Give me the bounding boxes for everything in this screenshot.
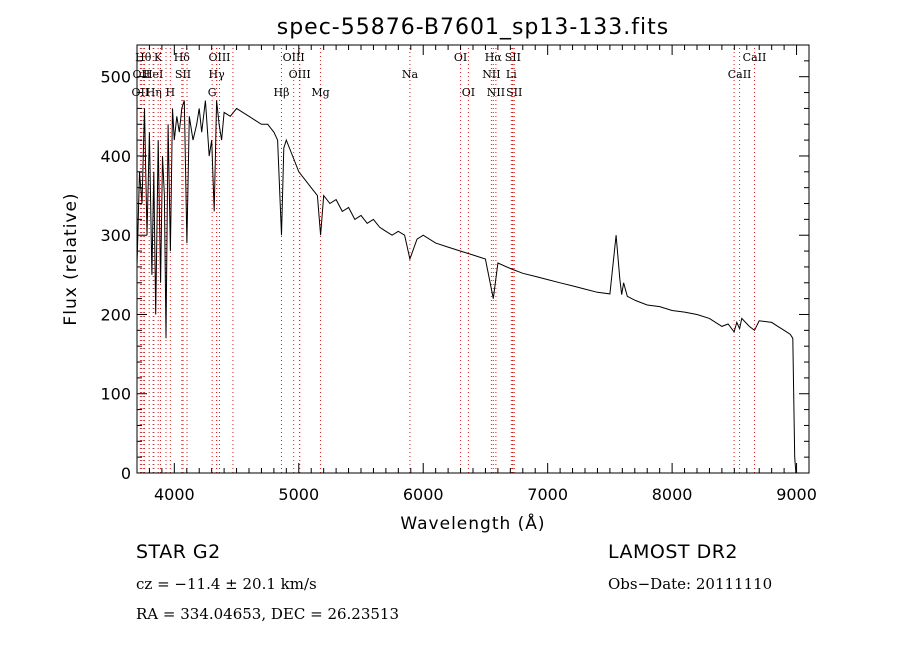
y-tick-label: 300 <box>100 226 131 245</box>
sky-coordinates: RA = 334.04653, DEC = 26.23513 <box>136 605 400 623</box>
x-axis-label: Wavelength (Å) <box>400 512 545 534</box>
x-tick-label: 4000 <box>154 485 195 504</box>
spectral-line-label: HeI <box>143 68 163 81</box>
spectral-line-label: Hα <box>485 51 503 64</box>
survey-name: LAMOST DR2 <box>608 541 738 563</box>
spectral-line-label: K <box>154 51 163 64</box>
spectral-line-label: Hγ <box>209 68 226 81</box>
y-tick-label: 400 <box>100 147 131 166</box>
y-tick-label: 0 <box>121 464 131 483</box>
spectral-line-label: Hθ <box>135 51 152 64</box>
observation-date: Obs−Date: 20111110 <box>608 575 773 593</box>
spectral-line-label: OIII <box>208 51 230 64</box>
spectral-line-label: H <box>166 86 176 99</box>
y-axis-ticks: 0 100 200 300 400 500 <box>100 44 809 483</box>
spectral-line-label: NII <box>487 86 505 99</box>
spectral-line-label: NII <box>482 68 500 81</box>
y-tick-label: 100 <box>100 385 131 404</box>
spectral-line-label: Na <box>402 68 419 81</box>
spectral-line-label: G <box>208 86 217 99</box>
spectral-line-label: OI <box>454 51 467 64</box>
spectral-line-label: Hη <box>146 86 162 99</box>
x-tick-label: 7000 <box>527 485 568 504</box>
x-axis-ticks: 4000 5000 6000 7000 8000 9000 <box>136 45 817 504</box>
spectral-line-label: Hβ <box>274 86 290 99</box>
spectral-line-label: SII <box>175 68 191 81</box>
spectral-line-label: Hδ <box>174 51 191 64</box>
chart-title: spec-55876-B7601_sp13-133.fits <box>277 15 670 40</box>
spectral-line-label: Li <box>506 68 517 81</box>
spectral-line-label: Mg <box>311 86 329 99</box>
y-tick-label: 200 <box>100 305 131 324</box>
redshift-velocity: cz = −11.4 ± 20.1 km/s <box>136 575 317 593</box>
spectral-line-label: OIII <box>289 68 311 81</box>
object-type: STAR G2 <box>136 541 221 563</box>
y-tick-label: 500 <box>100 68 131 87</box>
x-tick-label: 6000 <box>403 485 444 504</box>
y-axis-label: Flux (relative) <box>61 192 81 325</box>
x-tick-label: 5000 <box>278 485 319 504</box>
spectrum-line <box>136 100 797 474</box>
spectral-line-label: OI <box>462 86 475 99</box>
spectral-line-markers <box>139 48 755 473</box>
spectral-line-label: SII <box>505 51 521 64</box>
x-tick-label: 8000 <box>652 485 693 504</box>
spectral-line-label: OIII <box>283 51 305 64</box>
spectral-line-label: CaII <box>743 51 767 64</box>
spectral-line-label: CaII <box>728 68 752 81</box>
x-tick-label: 9000 <box>776 485 817 504</box>
spectral-line-label: SII <box>506 86 522 99</box>
